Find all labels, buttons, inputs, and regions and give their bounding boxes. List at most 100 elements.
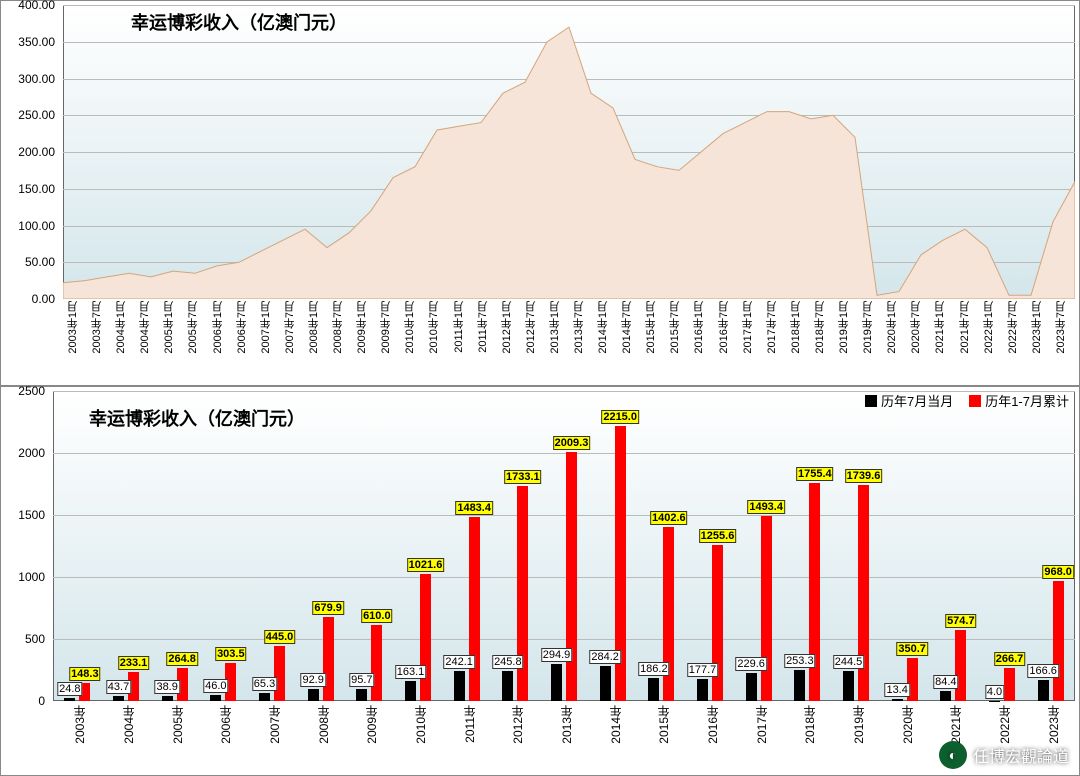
bar-cumulative <box>371 625 382 701</box>
area-fill-path <box>63 27 1075 299</box>
bar-cumulative <box>1053 581 1064 701</box>
bottom-x-label: 2017年 <box>753 705 770 744</box>
label-monthly: 46.0 <box>203 679 228 693</box>
bottom-x-label: 2022年 <box>996 705 1013 744</box>
top-x-label: 2022年7月 <box>1005 301 1021 354</box>
top-x-label: 2008年7月 <box>330 301 346 354</box>
top-area-svg <box>63 5 1075 299</box>
top-x-label: 2016年1月 <box>691 301 707 354</box>
top-x-label: 2014年1月 <box>595 301 611 354</box>
label-monthly: 294.9 <box>541 648 573 662</box>
label-cumulative: 1493.4 <box>747 500 785 514</box>
label-monthly: 43.7 <box>106 680 131 694</box>
bar-monthly <box>405 681 416 701</box>
label-monthly: 38.9 <box>154 680 179 694</box>
bar-monthly <box>697 679 708 701</box>
label-cumulative: 148.3 <box>69 667 101 681</box>
bar-monthly <box>308 689 319 701</box>
label-cumulative: 350.7 <box>896 642 928 656</box>
label-cumulative: 1021.6 <box>407 558 445 572</box>
top-y-tick: 50.00 <box>25 255 55 269</box>
top-x-label: 2017年1月 <box>740 301 756 354</box>
bottom-x-label: 2009年 <box>363 705 380 744</box>
bar-monthly <box>551 664 562 701</box>
label-cumulative: 264.8 <box>166 652 198 666</box>
bottom-x-label: 2023年 <box>1045 705 1062 744</box>
label-cumulative: 1739.6 <box>845 469 883 483</box>
top-x-label: 2005年1月 <box>161 301 177 354</box>
top-x-label: 2009年1月 <box>354 301 370 354</box>
top-x-label: 2007年1月 <box>258 301 274 354</box>
bar-monthly <box>259 693 270 701</box>
top-y-tick: 200.00 <box>18 145 55 159</box>
bottom-x-label: 2014年 <box>607 705 624 744</box>
top-x-label: 2011年1月 <box>451 301 467 353</box>
bar-cumulative <box>274 646 285 701</box>
top-x-label: 2016年7月 <box>716 301 732 354</box>
top-x-label: 2005年7月 <box>185 301 201 354</box>
label-cumulative: 2215.0 <box>601 410 639 424</box>
top-x-label: 2003年1月 <box>65 301 81 354</box>
bottom-x-label: 2011年 <box>461 705 478 743</box>
top-x-label: 2023年7月 <box>1053 301 1069 354</box>
label-cumulative: 1755.4 <box>796 467 834 481</box>
watermark-text: 任博宏觀論道 <box>973 743 1069 767</box>
top-x-label: 2003年7月 <box>89 301 105 354</box>
top-x-label: 2010年1月 <box>402 301 418 354</box>
bar-monthly <box>648 678 659 701</box>
label-monthly: 245.8 <box>492 655 524 669</box>
top-y-tick: 150.00 <box>18 182 55 196</box>
bar-cumulative <box>955 630 966 701</box>
top-x-label: 2007年7月 <box>282 301 298 354</box>
bar-monthly <box>746 673 757 701</box>
top-x-label: 2017年7月 <box>764 301 780 354</box>
label-monthly: 166.6 <box>1027 664 1059 678</box>
bottom-x-label: 2006年 <box>217 705 234 744</box>
label-monthly: 244.5 <box>833 655 865 669</box>
bar-cumulative <box>323 617 334 701</box>
top-x-label: 2020年1月 <box>884 301 900 354</box>
bottom-x-label: 2004年 <box>120 705 137 744</box>
bar-monthly <box>600 666 611 701</box>
label-monthly: 163.1 <box>395 665 427 679</box>
top-x-label: 2021年7月 <box>957 301 973 354</box>
bottom-x-label: 2012年 <box>509 705 526 744</box>
bar-cumulative <box>469 517 480 701</box>
label-cumulative: 303.5 <box>215 647 247 661</box>
label-cumulative: 445.0 <box>264 630 296 644</box>
bar-monthly <box>940 691 951 701</box>
label-monthly: 24.8 <box>57 682 82 696</box>
bottom-y-tick: 2000 <box>18 446 45 460</box>
bar-monthly <box>162 696 173 701</box>
top-area-chart-panel: 幸运博彩收入（亿澳门元） 0.0050.00100.00150.00200.00… <box>0 0 1080 386</box>
bar-monthly <box>356 689 367 701</box>
label-monthly: 84.4 <box>933 675 958 689</box>
top-y-tick: 400.00 <box>18 0 55 12</box>
bottom-y-tick: 0 <box>38 694 45 708</box>
label-cumulative: 679.9 <box>312 601 344 615</box>
label-monthly: 229.6 <box>735 657 767 671</box>
top-x-label: 2004年1月 <box>113 301 129 354</box>
top-x-label: 2019年7月 <box>860 301 876 354</box>
bar-cumulative <box>1004 668 1015 701</box>
top-x-label: 2018年7月 <box>812 301 828 354</box>
watermark: ◐ 任博宏觀論道 <box>939 741 1069 769</box>
bottom-x-label: 2007年 <box>266 705 283 744</box>
label-monthly: 4.0 <box>985 685 1004 699</box>
top-x-label: 2023年1月 <box>1029 301 1045 354</box>
top-x-label: 2022年1月 <box>981 301 997 354</box>
top-y-tick: 100.00 <box>18 219 55 233</box>
bottom-y-tick: 500 <box>25 632 45 646</box>
bottom-y-tick: 1000 <box>18 570 45 584</box>
bar-monthly <box>843 671 854 701</box>
top-x-label: 2019年1月 <box>836 301 852 354</box>
wechat-icon: ◐ <box>939 741 967 769</box>
label-cumulative: 2009.3 <box>553 436 591 450</box>
bottom-y-tick: 2500 <box>18 384 45 398</box>
bottom-x-label: 2015年 <box>655 705 672 744</box>
top-x-label: 2014年7月 <box>619 301 635 354</box>
top-x-label: 2011年7月 <box>475 301 491 353</box>
label-monthly: 92.9 <box>300 673 325 687</box>
bottom-bar-chart-panel: 幸运博彩收入（亿澳门元） 历年7月当月 历年1-7月累计 05001000150… <box>0 386 1080 776</box>
label-cumulative: 266.7 <box>994 652 1026 666</box>
